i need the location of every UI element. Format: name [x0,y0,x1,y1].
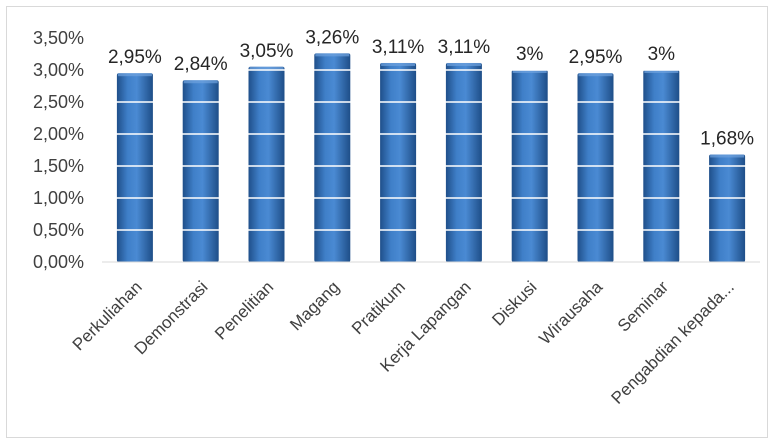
data-label: 2,95% [108,47,162,68]
data-label: 2,95% [569,47,623,68]
bar-highlight [249,66,284,70]
bar [248,66,285,262]
y-tick-label: 2,00% [33,124,84,144]
y-axis: 0,00% 0,50% 1,00% 1,50% 2,00% 2,50% 3,00% 3,50% [33,28,84,272]
bar-highlight [381,62,416,66]
bar-highlight [578,73,613,77]
data-label: 3,05% [240,41,294,62]
data-label: 3% [648,44,676,65]
bar [314,53,351,262]
data-label: 3,26% [305,27,359,48]
bar-highlight [446,62,481,66]
y-tick-label: 0,00% [33,252,84,272]
category-label: Penelitian [211,277,277,343]
data-label: 3,11% [372,37,425,58]
y-tick-label: 2,50% [33,92,84,112]
data-label: 1,68% [700,128,754,149]
category-label: Magang [286,277,343,334]
bar-highlight [512,70,547,73]
data-label: 3% [516,44,544,65]
category-label: Pengabdian kepada... [608,277,738,407]
bar [116,73,153,262]
data-labels: 2,95% 2,84% 3,05% 3,26% 3,11% 3,11% 3% 2,95% 3% 1… [108,27,754,149]
bar-highlight [710,154,745,158]
bar [380,62,417,263]
category-label: Seminar [614,277,672,335]
bar [709,154,746,262]
category-label: Wirausaha [535,277,606,348]
bar [577,73,614,262]
bar-highlight [315,53,350,57]
bar [445,62,482,263]
bar-highlight [117,73,152,77]
category-label: Pratikum [348,277,409,338]
y-tick-label: 1,00% [33,188,84,208]
gridlines [102,37,760,263]
y-tick-label: 1,50% [33,156,84,176]
category-label: Diskusi [488,277,540,329]
data-label: 3,11% [438,37,491,58]
bar [182,80,219,263]
y-tick-label: 0,50% [33,220,84,240]
y-tick-label: 3,50% [33,28,84,48]
bar-highlight [644,70,679,73]
y-tick-label: 3,00% [33,60,84,80]
bar-highlight [183,80,218,84]
bars [116,53,746,263]
data-label: 2,84% [174,54,228,75]
